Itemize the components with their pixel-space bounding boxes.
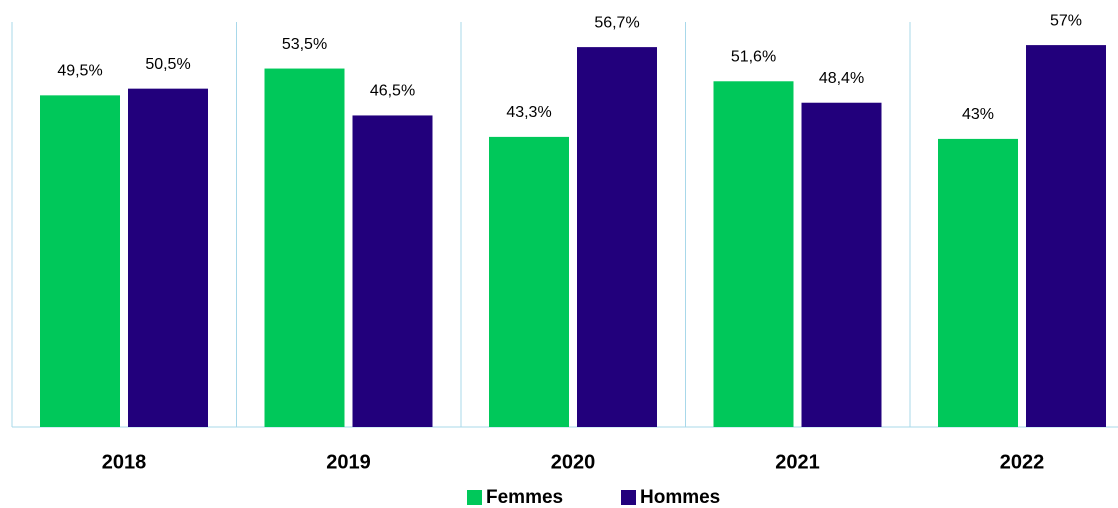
bar [938,138,1018,427]
bar [489,136,569,427]
legend-swatch [467,490,482,505]
x-tick-label: 2020 [551,451,596,473]
bar [577,47,657,428]
value-label: 51,6% [731,48,776,65]
bar [40,95,120,427]
value-label: 48,4% [819,70,864,87]
value-label: 50,5% [145,56,190,73]
x-tick-label: 2021 [775,451,820,473]
x-tick-label: 2022 [1000,451,1045,473]
value-label: 43% [962,106,994,123]
value-label: 56,7% [594,14,639,31]
value-label: 57% [1050,12,1082,29]
legend-label: Femmes [486,487,563,508]
bar [713,81,794,427]
bar [264,68,345,428]
legend-swatch [621,490,636,505]
bar [801,102,882,427]
value-label: 43,3% [506,104,551,121]
value-label: 49,5% [57,63,102,80]
value-label: 53,5% [282,36,327,53]
legend-label: Hommes [640,487,720,508]
bar [352,115,433,427]
value-label: 46,5% [370,83,415,100]
bar [128,88,208,428]
bar [1026,45,1106,427]
x-tick-label: 2018 [102,451,147,473]
x-tick-label: 2019 [326,451,371,473]
